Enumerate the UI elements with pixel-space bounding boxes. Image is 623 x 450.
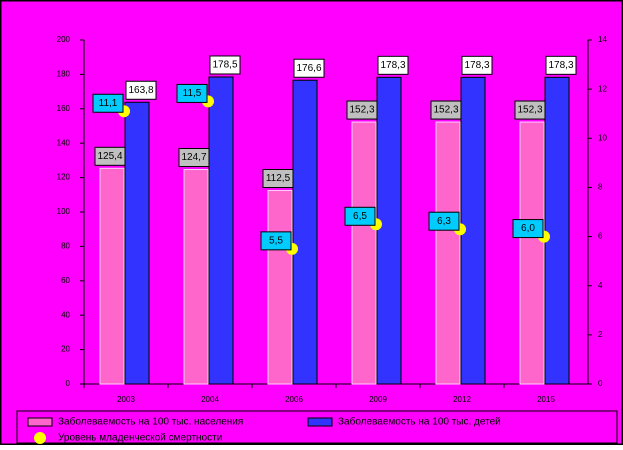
legend-label: Заболеваемость на 100 тыс. населения: [58, 416, 243, 428]
value-label: 152,3: [349, 105, 374, 116]
value-label-box: [344, 206, 376, 226]
y-tick-label: 20: [61, 345, 70, 354]
value-label-box: [461, 55, 493, 75]
value-label-box: [377, 55, 409, 75]
y-tick-label: 140: [57, 138, 71, 147]
y-tick-label: 160: [57, 104, 71, 113]
bar: [99, 167, 125, 385]
y2-tick-label: 2: [598, 330, 603, 339]
value-label-box: [293, 58, 325, 78]
value-label: 178,5: [212, 60, 237, 71]
x-tick-label: 2003: [117, 395, 135, 404]
y-tick-label: 80: [61, 242, 70, 251]
value-label: 178,3: [548, 60, 573, 71]
y2-tick-label: 10: [598, 133, 607, 142]
bar: [351, 121, 377, 385]
y2-tick-label: 12: [598, 84, 607, 93]
value-label: 178,3: [464, 60, 489, 71]
y-tick-label: 100: [57, 207, 71, 216]
value-label: 112,5: [266, 173, 291, 184]
x-tick-label: 2004: [201, 395, 219, 404]
bar: [183, 169, 209, 385]
bar: [435, 121, 461, 385]
bar: [292, 79, 318, 385]
y-tick-label: 0: [66, 379, 71, 388]
y-tick-label: 60: [61, 276, 70, 285]
y-tick-label: 200: [57, 35, 71, 44]
y-tick-label: 180: [57, 70, 71, 79]
legend-swatch: [27, 417, 53, 427]
legend-box: [16, 410, 618, 444]
value-label: 125,4: [97, 151, 122, 162]
legend-swatch: [34, 432, 46, 444]
value-label: 152,3: [433, 105, 458, 116]
y2-tick-label: 14: [598, 35, 607, 44]
value-label: 6,3: [437, 216, 451, 227]
value-label: 11,5: [183, 88, 202, 99]
value-label-box: [92, 93, 124, 113]
x-tick-label: 2009: [369, 395, 387, 404]
x-tick-label: 2012: [453, 395, 471, 404]
x-tick-label: 2015: [537, 395, 555, 404]
legend-swatch: [307, 417, 333, 427]
value-label: 124,7: [181, 152, 206, 163]
y2-tick-label: 6: [598, 232, 603, 241]
x-tick-label: 2006: [285, 395, 303, 404]
y2-tick-label: 4: [598, 281, 603, 290]
bar: [376, 76, 402, 385]
y2-tick-label: 8: [598, 183, 603, 192]
value-label: 5,5: [269, 235, 283, 246]
y-tick-label: 40: [61, 310, 70, 319]
value-label-box: [209, 55, 241, 75]
legend-label: Уровень младенческой смертности: [58, 433, 222, 444]
value-label: 6,0: [521, 223, 535, 234]
value-label: 11,1: [99, 98, 118, 109]
value-label-box: [512, 219, 544, 239]
bar: [519, 121, 545, 385]
value-label-box: [176, 83, 208, 103]
value-label-box: [260, 231, 292, 251]
value-label: 163,8: [128, 85, 153, 96]
value-label-box: [125, 80, 157, 100]
value-label: 176,6: [296, 63, 321, 74]
value-label: 178,3: [380, 60, 405, 71]
legend-label: Заболеваемость на 100 тыс. детей: [338, 416, 501, 428]
bar: [267, 190, 293, 385]
bar: [124, 101, 150, 385]
value-label-box: [545, 55, 577, 75]
bar: [544, 76, 570, 385]
value-label-box: [428, 211, 460, 231]
bar: [208, 76, 234, 385]
value-label: 152,3: [517, 105, 542, 116]
y-tick-label: 120: [57, 173, 71, 182]
y2-tick-label: 0: [598, 379, 603, 388]
value-label: 6,5: [353, 211, 367, 222]
